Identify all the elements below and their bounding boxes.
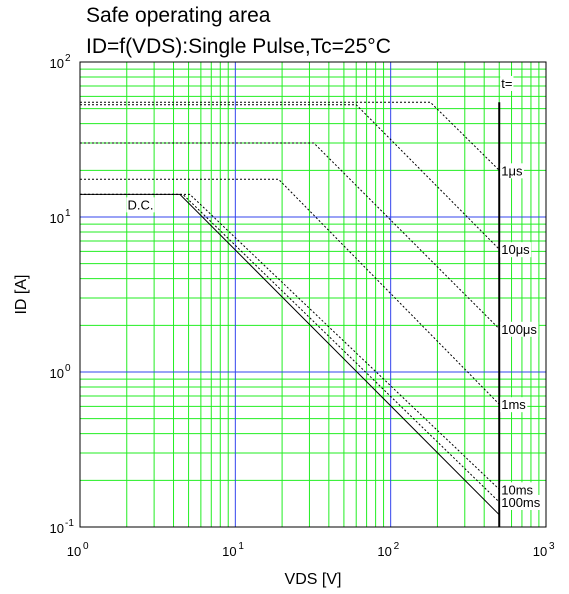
y-tick-exponent: 1 (65, 208, 71, 219)
plot-frame (79, 61, 547, 528)
x-tick-label: 10 (222, 544, 236, 559)
tick-labels: 10 0 10 1 10 2 10 310 -110 010 110 2 (50, 53, 555, 559)
x-tick-label: 10 (67, 544, 81, 559)
series-label-10ms-bg (500, 482, 535, 498)
series-label-100ms: 100ms (501, 495, 541, 510)
series-line-10us (80, 104, 500, 250)
x-tick-exponent: 3 (549, 541, 555, 552)
series-label-1ms-bg (500, 397, 528, 413)
x-tick-exponent: 2 (394, 541, 400, 552)
y-tick-label: 10 (50, 521, 64, 536)
series-line-dc (80, 193, 500, 516)
chart-subtitle: ID=f(VDS):Single Pulse,Tc=25°C (86, 35, 391, 58)
chart-title: Safe operating area (86, 4, 271, 27)
series-label-100us: 100μs (501, 322, 537, 337)
series-line-100us (80, 142, 500, 330)
series-lines (80, 101, 500, 516)
major-grid (80, 62, 546, 527)
series-label-100us-bg (500, 321, 539, 337)
x-tick-exponent: 1 (238, 541, 244, 552)
y-tick-label: 10 (50, 366, 64, 381)
legend-header: t= (501, 76, 512, 91)
x-tick-exponent: 0 (83, 541, 89, 552)
series-label-10us-bg (500, 242, 532, 258)
y-tick-exponent: 0 (65, 363, 71, 374)
series-label-10us: 10μs (501, 242, 530, 257)
y-tick-exponent: -1 (65, 518, 74, 529)
series-label-dc-bg (126, 197, 155, 213)
series-label-1us: 1μs (501, 163, 523, 178)
series-label-1us-bg (500, 163, 524, 179)
series-line-10ms (80, 193, 500, 490)
minor-grid (80, 62, 546, 527)
legend-header-bg (500, 75, 514, 91)
series-label-10ms: 10ms (501, 482, 533, 497)
series-label-1ms: 1ms (501, 397, 526, 412)
y-tick-label: 10 (50, 211, 64, 226)
x-axis-label: VDS [V] (285, 571, 342, 588)
series-line-1us (80, 101, 500, 171)
series-label-100ms-bg (500, 494, 542, 510)
series-line-100ms (80, 193, 500, 503)
y-tick-exponent: 2 (65, 53, 71, 64)
series-line-1ms (80, 178, 500, 405)
x-tick-label: 10 (377, 544, 391, 559)
y-axis-label: ID [A] (13, 274, 30, 314)
x-tick-label: 10 (533, 544, 547, 559)
y-tick-label: 10 (50, 56, 64, 71)
series-label-dc: D.C. (127, 197, 153, 212)
